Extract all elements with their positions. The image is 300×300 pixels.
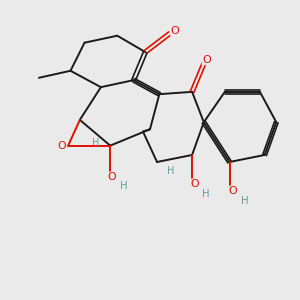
- Text: O: O: [190, 179, 199, 189]
- Text: H: H: [167, 167, 174, 176]
- Text: H: H: [241, 196, 248, 206]
- Text: O: O: [170, 26, 179, 36]
- Text: H: H: [121, 182, 128, 191]
- Text: O: O: [57, 141, 66, 151]
- Text: O: O: [202, 55, 211, 65]
- Text: O: O: [228, 186, 237, 196]
- Text: H: H: [92, 138, 99, 148]
- Text: H: H: [202, 189, 210, 199]
- Text: O: O: [107, 172, 116, 182]
